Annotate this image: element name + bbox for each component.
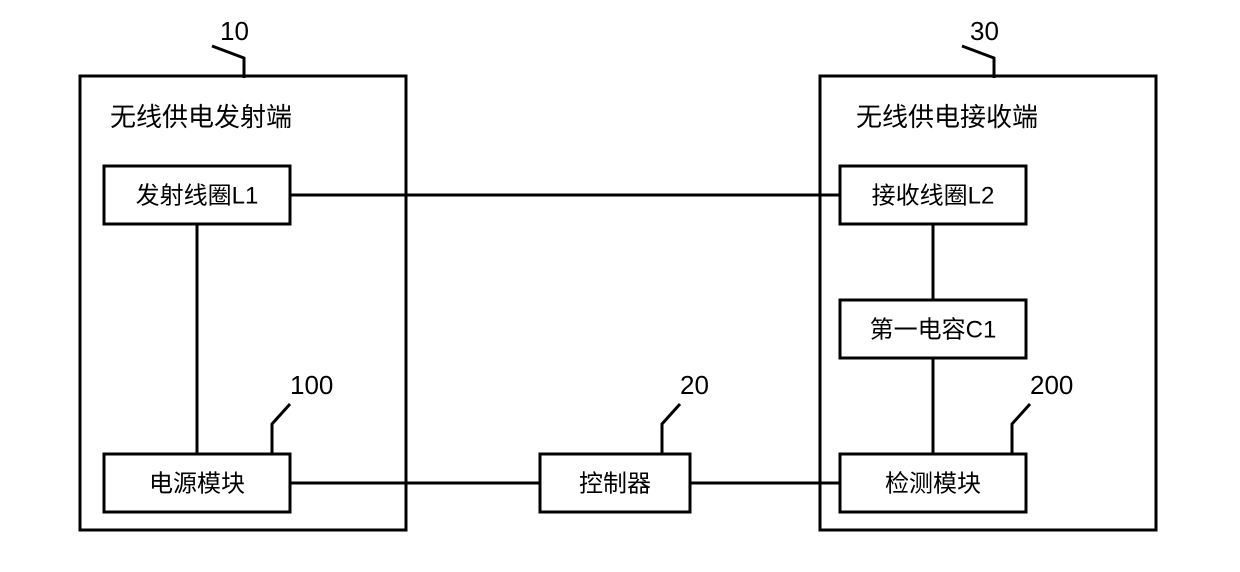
controller-block-label: 控制器 xyxy=(579,470,651,497)
detection-module-block-leader xyxy=(1012,404,1030,454)
transmitter-box xyxy=(80,76,406,530)
receiver-box-title: 无线供电接收端 xyxy=(856,102,1038,132)
transmitter-box-number: 10 xyxy=(220,16,249,46)
capacitor-c1-block-label: 第一电容C1 xyxy=(870,316,997,343)
transmit-coil-block-label: 发射线圈L1 xyxy=(136,182,259,209)
receiver-box-leader xyxy=(962,46,994,78)
receiver-box xyxy=(820,76,1156,530)
detection-module-block-label: 检测模块 xyxy=(885,470,981,497)
controller-block-leader xyxy=(662,404,680,454)
controller-block-number: 20 xyxy=(680,370,709,400)
power-module-block-leader xyxy=(272,404,290,454)
receiver-box-number: 30 xyxy=(970,16,999,46)
transmitter-box-title: 无线供电发射端 xyxy=(110,102,292,132)
detection-module-block-number: 200 xyxy=(1030,370,1073,400)
receive-coil-block-label: 接收线圈L2 xyxy=(872,182,995,209)
power-module-block-label: 电源模块 xyxy=(149,470,245,497)
power-module-block-number: 100 xyxy=(290,370,333,400)
transmitter-box-leader xyxy=(212,46,244,78)
